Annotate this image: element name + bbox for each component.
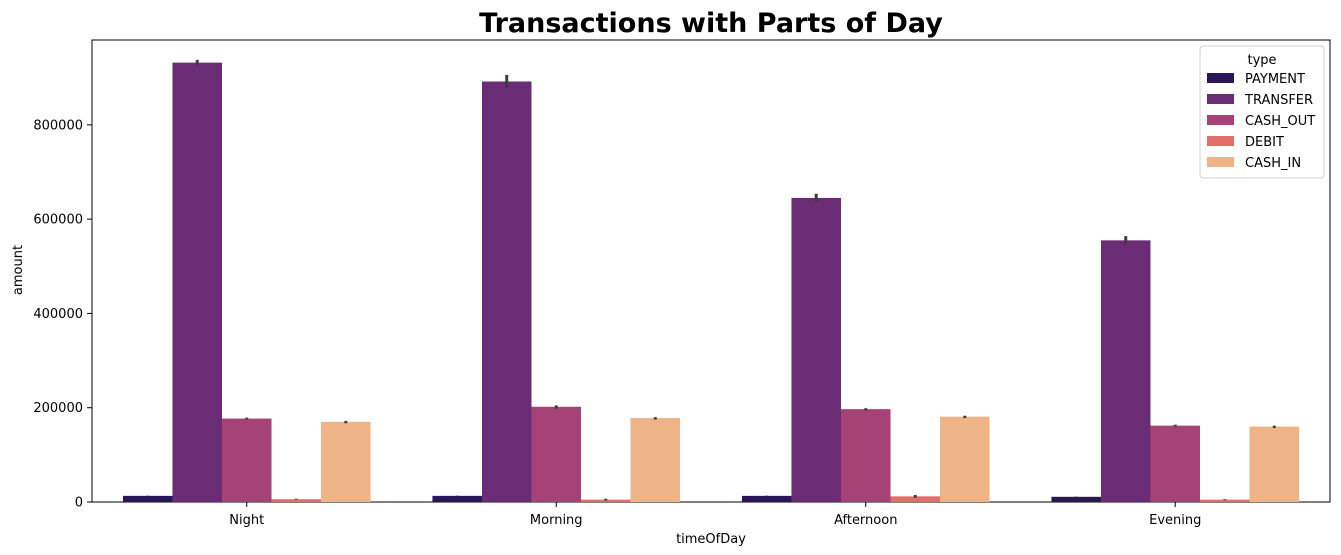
x-ticks: Night Morning Afternoon Evening xyxy=(229,502,1201,528)
legend-swatch-payment xyxy=(1207,73,1234,83)
bar-debit-night xyxy=(271,499,322,502)
legend-swatch-transfer xyxy=(1207,94,1234,104)
y-tick-label: 600000 xyxy=(33,213,83,228)
bar-cash-out-night xyxy=(221,418,272,502)
x-tick-label: Afternoon xyxy=(834,513,897,528)
chart-title: Transactions with Parts of Day xyxy=(479,8,943,39)
bar-cash-out-evening xyxy=(1150,425,1201,502)
y-tick-label: 0 xyxy=(75,496,83,511)
bar-debit-evening xyxy=(1200,499,1250,502)
bar-transfer-morning xyxy=(481,81,532,503)
legend-label-cash-out: CASH_OUT xyxy=(1245,114,1315,129)
y-axis-label: amount xyxy=(11,245,26,295)
bars xyxy=(122,62,1300,503)
x-tick-label: Morning xyxy=(530,513,583,528)
x-tick-label: Evening xyxy=(1149,513,1201,528)
error-bars xyxy=(146,59,1276,501)
bar-payment-evening xyxy=(1051,496,1101,502)
legend-label-debit: DEBIT xyxy=(1245,135,1284,150)
bar-transfer-afternoon xyxy=(791,197,841,502)
bar-payment-afternoon xyxy=(741,495,792,502)
y-tick-label: 800000 xyxy=(33,118,83,133)
plot-area-border xyxy=(91,39,1331,503)
y-tick-label: 200000 xyxy=(33,401,83,416)
y-ticks: 0 200000 400000 600000 800000 xyxy=(33,118,92,511)
bar-debit-morning xyxy=(581,499,631,502)
bar-transfer-night xyxy=(172,62,222,502)
bar-cash-in-morning xyxy=(630,418,681,502)
y-tick-label: 400000 xyxy=(33,307,83,322)
bar-cash-in-evening xyxy=(1249,426,1300,502)
legend-items: PAYMENT TRANSFER CASH_OUT DEBIT CASH_IN xyxy=(1207,72,1315,171)
bar-transfer-evening xyxy=(1100,240,1151,503)
bar-cash-out-afternoon xyxy=(840,409,891,502)
bar-cash-in-afternoon xyxy=(940,416,990,502)
legend-swatch-debit xyxy=(1207,136,1234,146)
legend-label-transfer: TRANSFER xyxy=(1244,93,1313,108)
legend-label-cash-in: CASH_IN xyxy=(1245,156,1301,171)
legend-swatch-cash-out xyxy=(1207,115,1234,125)
axes-frame xyxy=(91,39,1331,503)
x-axis-label: timeOfDay xyxy=(676,532,746,547)
legend-label-payment: PAYMENT xyxy=(1245,72,1305,87)
bar-debit-afternoon xyxy=(890,496,941,502)
x-tick-label: Night xyxy=(229,513,264,528)
legend: type PAYMENT TRANSFER CASH_OUT DEBIT CASH_IN xyxy=(1199,45,1325,179)
bar-payment-morning xyxy=(432,495,482,502)
legend-title: type xyxy=(1247,53,1276,68)
bar-cash-out-morning xyxy=(531,406,582,502)
bar-cash-in-night xyxy=(321,421,371,502)
legend-swatch-cash-in xyxy=(1207,157,1234,167)
bar-payment-night xyxy=(122,495,173,502)
